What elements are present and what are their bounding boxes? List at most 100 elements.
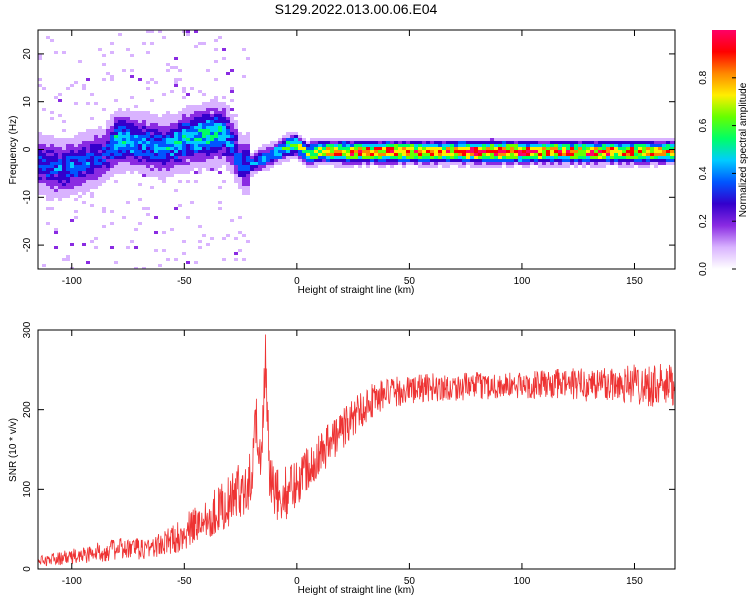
heatmap-cell	[82, 84, 86, 87]
heatmap-cell	[154, 165, 158, 168]
heatmap-cell	[238, 174, 242, 177]
heatmap-cell	[54, 156, 58, 159]
heatmap-cell	[218, 105, 222, 108]
heatmap-cell	[258, 159, 262, 162]
heatmap-cell	[110, 51, 114, 54]
heatmap-cell	[450, 144, 454, 147]
heatmap-cell	[150, 99, 154, 102]
heatmap-cell	[38, 132, 42, 135]
heatmap-cell	[90, 138, 94, 141]
heatmap-cell	[518, 141, 522, 144]
heatmap-cell	[546, 144, 550, 147]
heatmap-cell	[222, 144, 226, 147]
heatmap-cell	[390, 141, 394, 144]
heatmap-cell	[150, 171, 154, 174]
heatmap-cell	[214, 168, 218, 171]
heatmap-cell	[82, 180, 86, 183]
heatmap-cell	[154, 168, 158, 171]
heatmap-cell	[398, 162, 402, 165]
heatmap-cell	[166, 138, 170, 141]
heatmap-cell	[658, 159, 662, 162]
heatmap-cell	[102, 174, 106, 177]
heatmap-cell	[150, 78, 154, 81]
heatmap-cell	[486, 159, 490, 162]
heatmap-cell	[118, 114, 122, 117]
heatmap-cell	[626, 162, 630, 165]
heatmap-cell	[146, 165, 150, 168]
heatmap-cell	[230, 108, 234, 111]
heatmap-cell	[226, 138, 230, 141]
heatmap-cell	[302, 156, 306, 159]
heatmap-cell	[222, 138, 226, 141]
heatmap-cell	[358, 144, 362, 147]
heatmap-cell	[646, 162, 650, 165]
heatmap-cell	[142, 138, 146, 141]
heatmap-cell	[54, 186, 58, 189]
heatmap-cell	[334, 147, 338, 150]
heatmap-cell	[342, 153, 346, 156]
heatmap-cell	[178, 123, 182, 126]
heatmap-cell	[390, 159, 394, 162]
heatmap-cell	[62, 147, 66, 150]
heatmap-cell	[578, 138, 582, 141]
heatmap-cell	[470, 159, 474, 162]
heatmap-cell	[530, 144, 534, 147]
heatmap-cell	[442, 147, 446, 150]
heatmap-cell	[346, 159, 350, 162]
heatmap-cell	[234, 135, 238, 138]
heatmap-cell	[394, 147, 398, 150]
heatmap-cell	[226, 123, 230, 126]
heatmap-cell	[230, 165, 234, 168]
heatmap-cell	[282, 144, 286, 147]
heatmap-cell	[490, 153, 494, 156]
heatmap-cell	[458, 144, 462, 147]
heatmap-cell	[74, 165, 78, 168]
heatmap-cell	[78, 168, 82, 171]
heatmap-cell	[214, 39, 218, 42]
heatmap-cell	[230, 117, 234, 120]
heatmap-cell	[394, 150, 398, 153]
heatmap-cell	[442, 138, 446, 141]
heatmap-cell	[226, 156, 230, 159]
heatmap-cell	[562, 162, 566, 165]
heatmap-cell	[74, 189, 78, 192]
heatmap-cell	[506, 141, 510, 144]
heatmap-cell	[198, 147, 202, 150]
heatmap-cell	[654, 165, 658, 168]
heatmap-cell	[642, 156, 646, 159]
heatmap-cell	[86, 156, 90, 159]
heatmap-cell	[534, 153, 538, 156]
heatmap-cell	[110, 162, 114, 165]
heatmap-cell	[334, 165, 338, 168]
heatmap-cell	[90, 189, 94, 192]
heatmap-cell	[326, 147, 330, 150]
heatmap-cell	[634, 150, 638, 153]
heatmap-cell	[118, 129, 122, 132]
heatmap-cell	[58, 198, 62, 201]
heatmap-cell	[574, 150, 578, 153]
heatmap-cell	[214, 135, 218, 138]
heatmap-cell	[86, 165, 90, 168]
heatmap-cell	[54, 228, 58, 231]
heatmap-cell	[282, 150, 286, 153]
heatmap-cell	[126, 159, 130, 162]
heatmap-cell	[350, 147, 354, 150]
heatmap-cell	[330, 159, 334, 162]
heatmap-cell	[490, 141, 494, 144]
heatmap-cell	[222, 114, 226, 117]
heatmap-cell	[578, 153, 582, 156]
heatmap-cell	[50, 177, 54, 180]
heatmap-cell	[670, 156, 674, 159]
heatmap-cell	[286, 135, 290, 138]
heatmap-cell	[662, 156, 666, 159]
heatmap-cell	[310, 153, 314, 156]
heatmap-cell	[154, 159, 158, 162]
heatmap-cell	[78, 180, 82, 183]
heatmap-cell	[378, 141, 382, 144]
heatmap-cell	[174, 189, 178, 192]
heatmap-cell	[658, 162, 662, 165]
heatmap-cell	[242, 156, 246, 159]
heatmap-cell	[238, 168, 242, 171]
heatmap-cell	[246, 153, 250, 156]
